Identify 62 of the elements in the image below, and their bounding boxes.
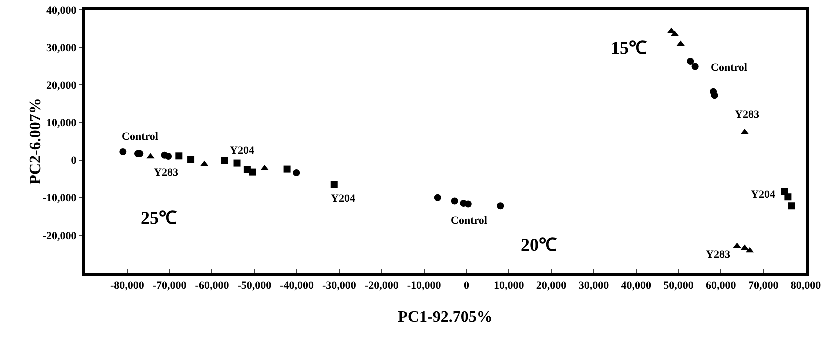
y-tick-label: 40,000 bbox=[46, 4, 78, 17]
point bbox=[330, 181, 338, 188]
y-tick-label: -20,000 bbox=[42, 230, 78, 242]
point bbox=[200, 160, 209, 166]
x-tick-label: -80,000 bbox=[110, 280, 145, 292]
point bbox=[165, 153, 172, 160]
x-tick-label: 60,000 bbox=[706, 280, 737, 292]
x-axis-title: PC1-92.705% bbox=[398, 308, 493, 326]
point bbox=[784, 194, 792, 201]
x-tick-label: 20,000 bbox=[536, 280, 568, 292]
annotation: Control bbox=[711, 62, 748, 74]
point bbox=[740, 128, 749, 134]
point bbox=[733, 242, 742, 248]
annotation: 25℃ bbox=[141, 208, 177, 228]
x-tick-label: -20,000 bbox=[364, 280, 400, 292]
point bbox=[146, 153, 155, 159]
annotation: 15℃ bbox=[611, 38, 647, 58]
x-tick-label: -30,000 bbox=[322, 280, 357, 292]
point bbox=[188, 156, 195, 164]
point bbox=[434, 194, 442, 202]
annotation: Y204 bbox=[230, 145, 255, 157]
x-tick-label: -70,000 bbox=[152, 280, 188, 292]
y-tick-label: 0 bbox=[71, 155, 78, 168]
point bbox=[687, 58, 694, 65]
point bbox=[284, 166, 291, 173]
x-tick-label: -40,000 bbox=[280, 280, 315, 292]
x-tick-label: -50,000 bbox=[238, 280, 272, 292]
y-axis-title: PC2-6.007% bbox=[28, 98, 45, 185]
annotation: Y204 bbox=[331, 193, 356, 205]
point bbox=[221, 157, 228, 164]
y-tick-label: -10,000 bbox=[42, 192, 78, 205]
point bbox=[692, 63, 699, 70]
point bbox=[249, 168, 256, 176]
annotation: Y204 bbox=[751, 189, 776, 201]
point bbox=[670, 30, 679, 36]
point bbox=[234, 160, 241, 167]
annotation: Control bbox=[451, 215, 488, 227]
point bbox=[293, 170, 300, 177]
x-tick-label: 80,000 bbox=[790, 280, 822, 292]
point bbox=[176, 152, 183, 160]
x-tick-label: 50,000 bbox=[664, 280, 694, 292]
annotation: Y283 bbox=[154, 167, 179, 179]
annotation: Y283 bbox=[735, 109, 760, 121]
x-tick-label: 10,000 bbox=[494, 280, 525, 292]
x-tick-label: -60,000 bbox=[195, 280, 230, 292]
point bbox=[788, 202, 796, 210]
y-tick-label: 30,000 bbox=[46, 42, 78, 54]
point bbox=[711, 92, 718, 100]
y-tick-label: 20,000 bbox=[46, 80, 78, 92]
x-tick-label: 40,000 bbox=[621, 280, 652, 292]
point bbox=[497, 202, 504, 210]
x-tick-label: -10,000 bbox=[407, 280, 442, 292]
annotation: Y283 bbox=[706, 249, 731, 261]
annotation: Control bbox=[122, 131, 158, 143]
point bbox=[451, 198, 458, 205]
annotation: 20℃ bbox=[521, 235, 557, 255]
point bbox=[464, 200, 472, 208]
x-tick-label: 70,000 bbox=[748, 280, 780, 292]
y-tick-label: 10,000 bbox=[46, 118, 78, 130]
x-tick-label: 30,000 bbox=[578, 280, 610, 292]
point bbox=[120, 148, 127, 156]
x-tick-label: 0 bbox=[464, 280, 470, 292]
